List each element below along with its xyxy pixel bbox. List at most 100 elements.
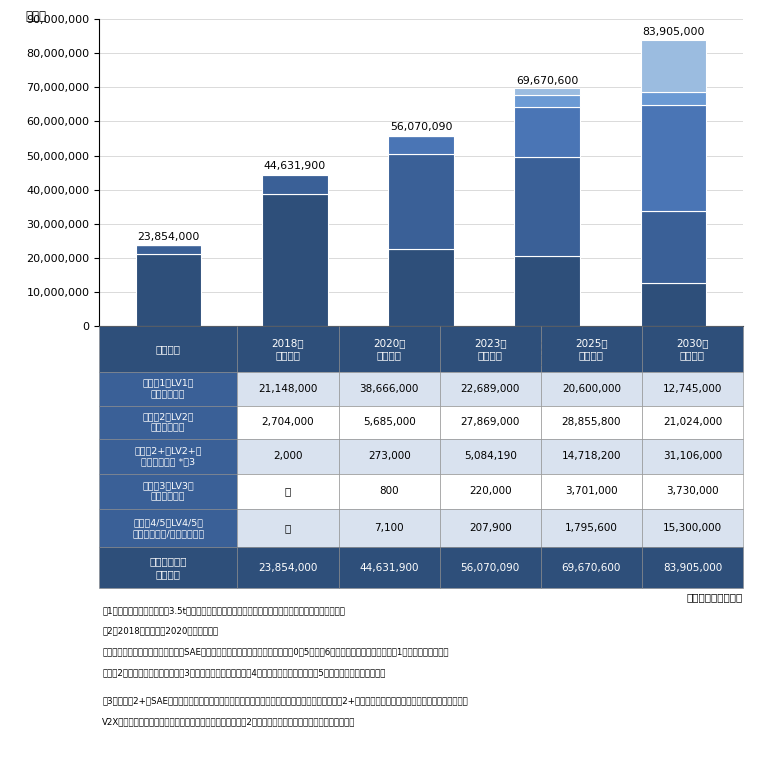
Bar: [541, 326, 642, 372]
Text: レベル2+（LV2+）
部分的自動化 *注3: レベル2+（LV2+） 部分的自動化 *注3: [135, 447, 202, 466]
Text: 2,704,000: 2,704,000: [261, 417, 315, 427]
Text: 2025年
（予測）: 2025年 （予測）: [575, 338, 607, 361]
Text: 2025年: 2025年: [529, 340, 565, 354]
Bar: [262, 174, 328, 175]
Text: 207,900: 207,900: [469, 523, 511, 533]
Text: （予測）: （予測）: [280, 354, 309, 368]
Bar: [541, 406, 642, 439]
Text: 2020年
（予測）: 2020年 （予測）: [373, 338, 405, 361]
Bar: [262, 194, 328, 326]
Text: レベル1（LV1）
運転支援機能: レベル1（LV1） 運転支援機能: [142, 379, 194, 399]
Bar: [338, 474, 440, 509]
Bar: [440, 547, 541, 587]
Bar: [541, 439, 642, 474]
Bar: [642, 372, 743, 406]
Text: 800: 800: [379, 486, 399, 496]
Text: 2,000: 2,000: [274, 451, 303, 461]
Text: 44,631,900: 44,631,900: [360, 562, 419, 572]
Bar: [541, 547, 642, 587]
Text: 38,666,000: 38,666,000: [360, 384, 419, 394]
Text: 2023年
（予測）: 2023年 （予測）: [474, 338, 507, 361]
Bar: [440, 474, 541, 509]
Text: －: －: [285, 523, 291, 533]
Text: 矢野経済研究所調べ: 矢野経済研究所調べ: [687, 592, 743, 602]
Bar: [642, 474, 743, 509]
Text: 56,070,090: 56,070,090: [460, 562, 520, 572]
Bar: [541, 474, 642, 509]
Text: 5,685,000: 5,685,000: [363, 417, 415, 427]
Text: 23,854,000: 23,854,000: [137, 232, 200, 243]
Text: 2018年: 2018年: [150, 340, 187, 354]
Bar: [262, 175, 328, 194]
Bar: [238, 372, 338, 406]
Bar: [514, 158, 580, 256]
Bar: [238, 326, 338, 372]
Text: 2030年: 2030年: [655, 340, 692, 354]
Text: 7,100: 7,100: [374, 523, 404, 533]
Bar: [338, 406, 440, 439]
Bar: [641, 40, 706, 92]
Bar: [136, 254, 201, 326]
Bar: [136, 245, 201, 254]
Bar: [440, 326, 541, 372]
Text: （予測）: （予測）: [659, 354, 687, 368]
Bar: [541, 509, 642, 547]
Text: 5,084,190: 5,084,190: [464, 451, 517, 461]
Bar: [99, 474, 238, 509]
Text: 注2．2018年実績値、2020年以降予測値: 注2．2018年実績値、2020年以降予測値: [102, 626, 219, 635]
Bar: [641, 211, 706, 282]
Text: （予測）: （予測）: [407, 354, 435, 368]
Bar: [238, 509, 338, 547]
Text: 83,905,000: 83,905,000: [663, 562, 722, 572]
Bar: [440, 509, 541, 547]
Text: 220,000: 220,000: [469, 486, 511, 496]
Text: 世界市場規模
（合計）: 世界市場規模 （合計）: [149, 556, 187, 578]
Bar: [388, 136, 454, 154]
Bar: [642, 509, 743, 547]
Text: 12,745,000: 12,745,000: [663, 384, 722, 394]
Bar: [99, 406, 238, 439]
Text: 83,905,000: 83,905,000: [642, 27, 705, 37]
Text: 21,148,000: 21,148,000: [258, 384, 318, 394]
Text: 20,600,000: 20,600,000: [562, 384, 621, 394]
Text: 14,718,200: 14,718,200: [562, 451, 621, 461]
Bar: [641, 105, 706, 211]
Bar: [440, 372, 541, 406]
Bar: [99, 547, 238, 587]
Bar: [238, 474, 338, 509]
Bar: [642, 439, 743, 474]
Bar: [388, 249, 454, 326]
Text: 1,795,600: 1,795,600: [565, 523, 618, 533]
Text: レベル4/5（LV4/5）
高度自動運転/完全自動運転: レベル4/5（LV4/5） 高度自動運転/完全自動運転: [132, 518, 204, 538]
Bar: [514, 94, 580, 107]
Text: レベル別: レベル別: [155, 344, 181, 354]
Text: 注3．レベル2+はSAEの定義にはなく、矢野経済研究所の分類基準である。本調査におけるレベル2+は運転者監視システムによるハンズオフ機能や、: 注3．レベル2+はSAEの定義にはなく、矢野経済研究所の分類基準である。本調査に…: [102, 696, 468, 705]
Bar: [99, 509, 238, 547]
Bar: [642, 406, 743, 439]
Text: 2018年
（実績）: 2018年 （実績）: [272, 338, 304, 361]
Text: 21,024,000: 21,024,000: [663, 417, 722, 427]
Text: 15,300,000: 15,300,000: [663, 523, 722, 533]
Text: 2023年: 2023年: [402, 340, 440, 354]
Text: 23,854,000: 23,854,000: [258, 562, 318, 572]
Text: 69,670,600: 69,670,600: [516, 76, 578, 86]
Bar: [338, 326, 440, 372]
Bar: [642, 547, 743, 587]
Bar: [99, 439, 238, 474]
Bar: [338, 372, 440, 406]
Bar: [99, 372, 238, 406]
Text: （予測）: （予測）: [533, 354, 562, 368]
Text: 注1．乗用車および車両重量3.5t以下の商用車の新車に搭載される自動運転システムの搭載台数ベース: 注1．乗用車および車両重量3.5t以下の商用車の新車に搭載される自動運転システム…: [102, 606, 345, 615]
Text: 本調査における自動運転システムはSAE（米国自動車技術協会）の自動化レベル0～5までの6段階の分類に準じて、レベル1（運転支援機能）、: 本調査における自動運転システムはSAE（米国自動車技術協会）の自動化レベル0～5…: [102, 648, 449, 657]
Bar: [514, 256, 580, 326]
Bar: [388, 154, 454, 249]
Bar: [642, 326, 743, 372]
Bar: [514, 107, 580, 158]
Text: 2030年
（予測）: 2030年 （予測）: [676, 338, 709, 361]
Bar: [238, 406, 338, 439]
Text: 273,000: 273,000: [368, 451, 411, 461]
Text: 27,869,000: 27,869,000: [460, 417, 520, 427]
Text: 2020年: 2020年: [277, 340, 313, 354]
Bar: [338, 509, 440, 547]
Bar: [99, 326, 238, 372]
